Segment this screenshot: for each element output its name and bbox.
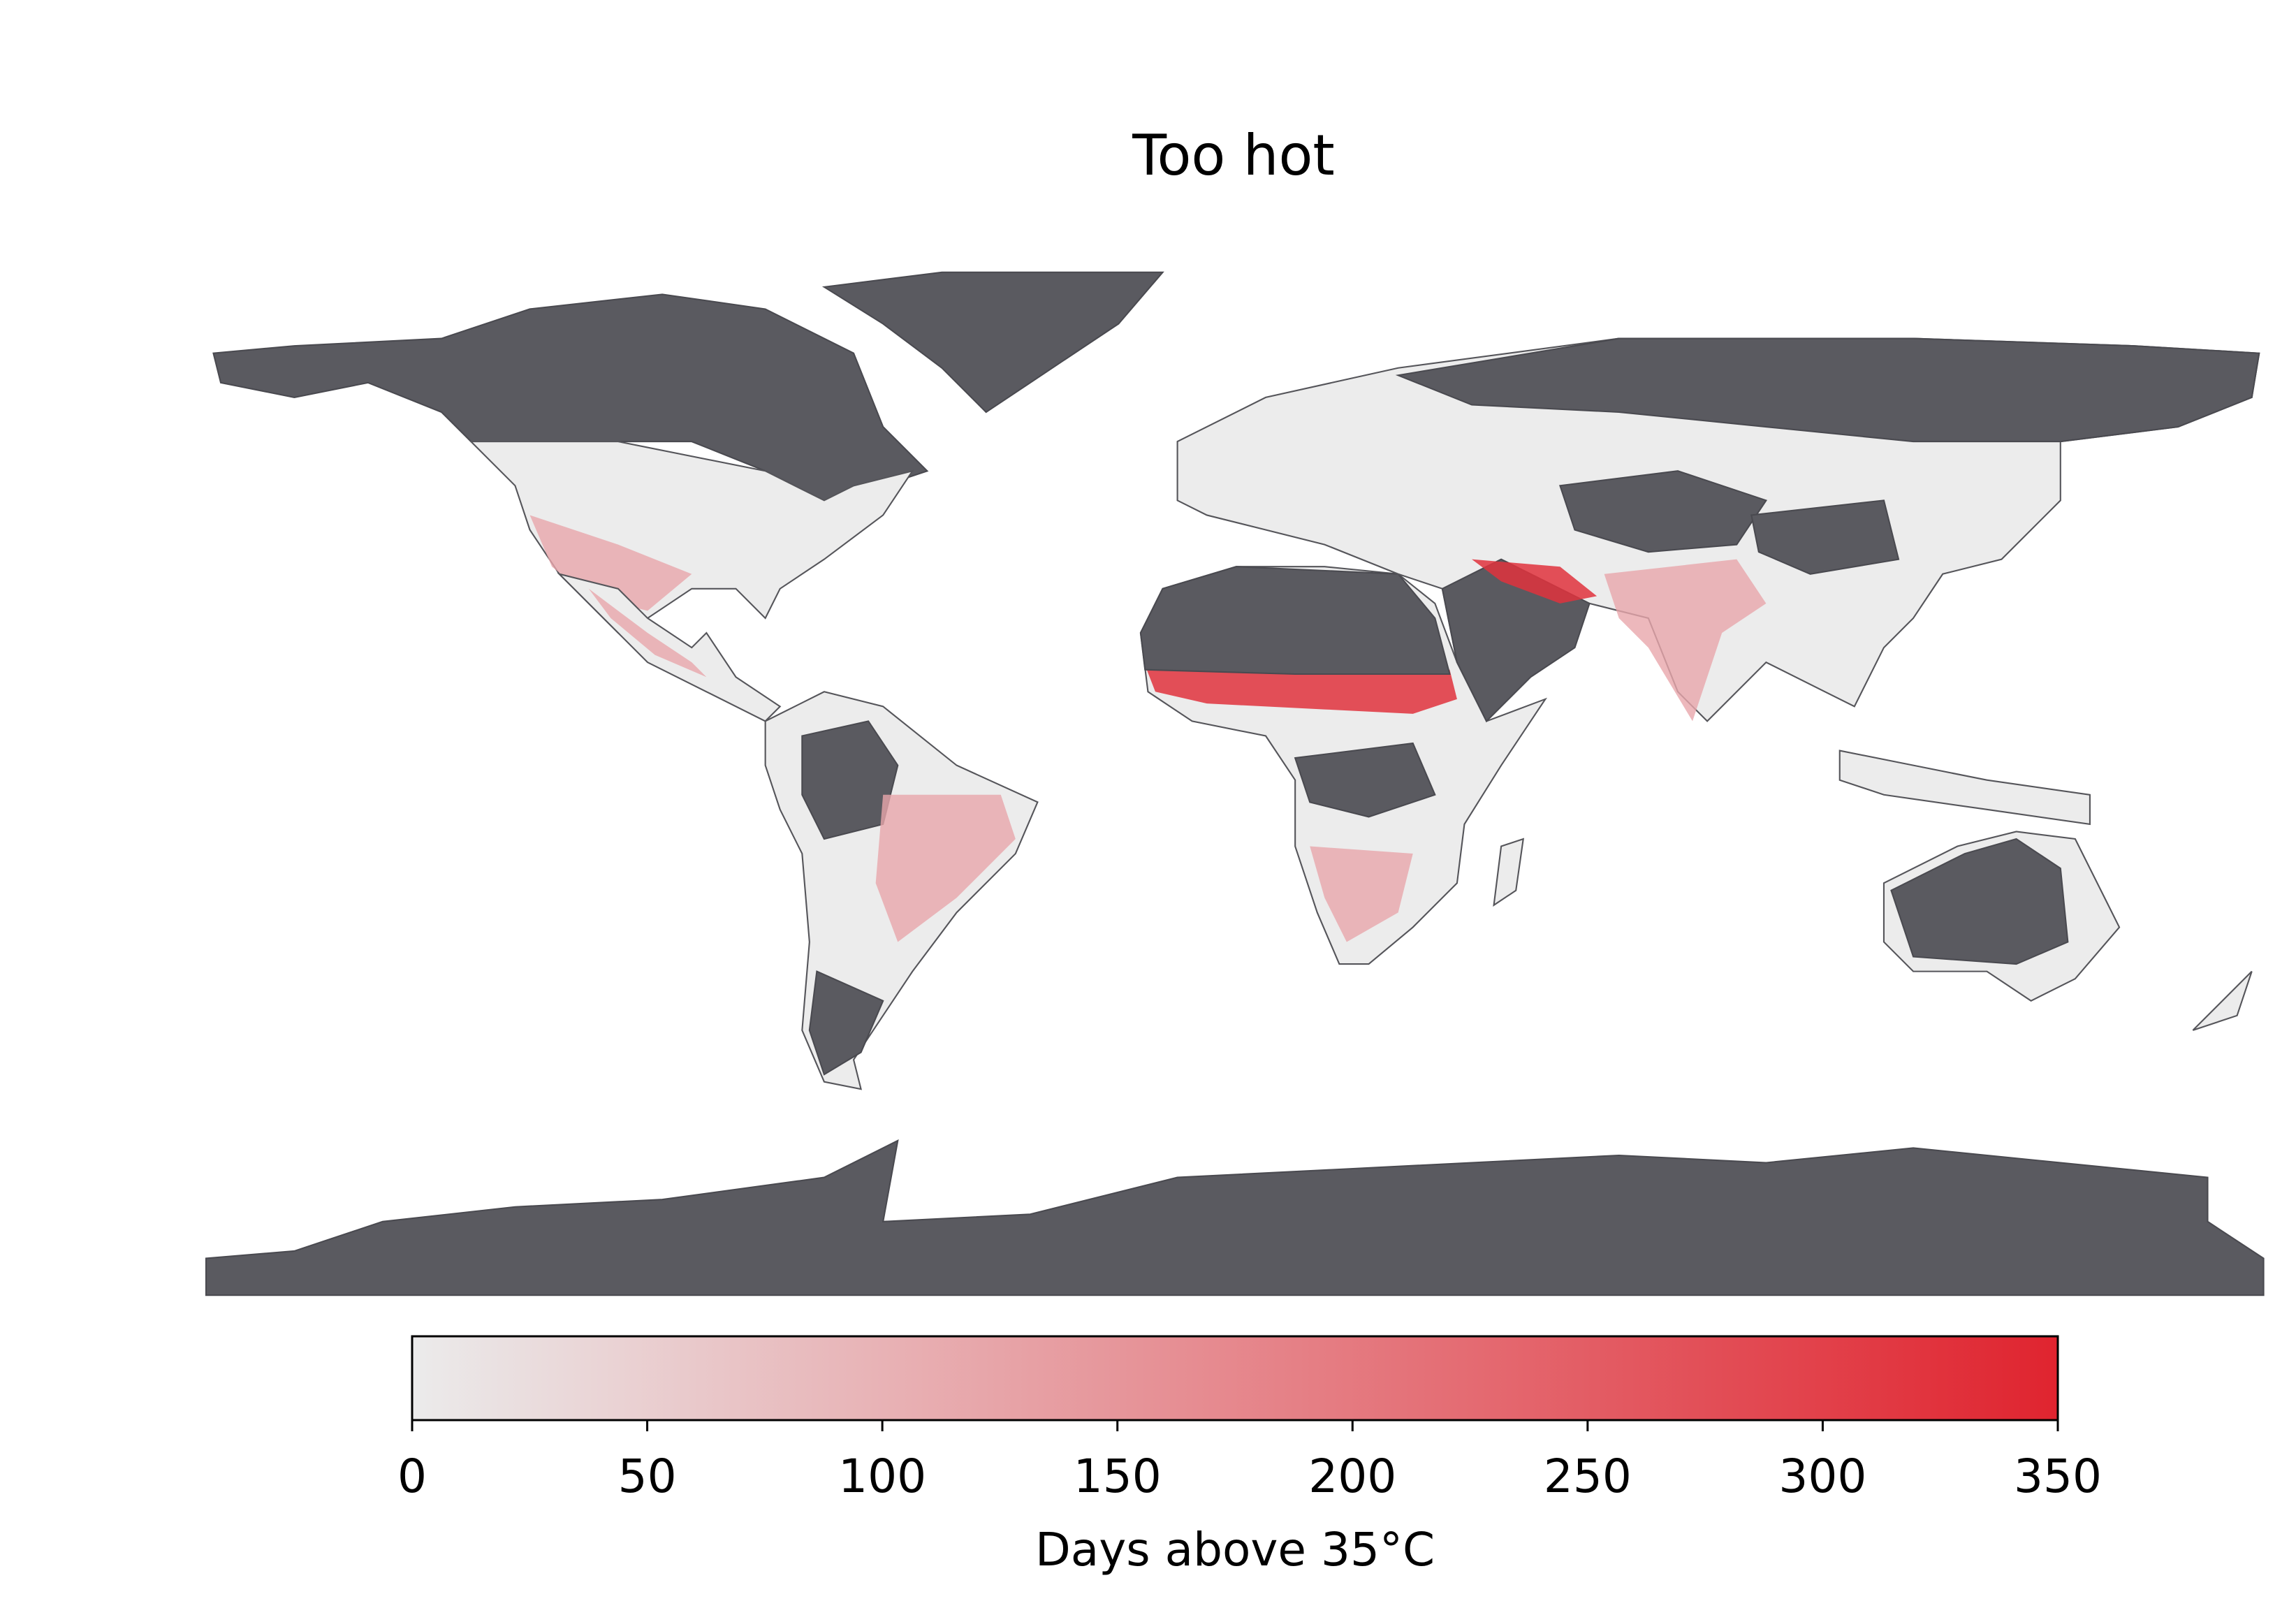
sahara (1139, 566, 1451, 675)
tick-label: 250 (1544, 1449, 1632, 1503)
world-map (205, 271, 2265, 1296)
brazil-heat (875, 794, 1016, 942)
greenland (821, 271, 1164, 414)
colorbar-label: Days above 35°C (1035, 1523, 1435, 1577)
patagonia (808, 970, 884, 1076)
tick-label: 150 (1074, 1449, 1162, 1503)
siberia (1395, 337, 2260, 443)
colorbar (411, 1335, 2059, 1422)
india-heat (1604, 559, 1767, 722)
maritime-asia (1838, 750, 2091, 826)
tick-label: 50 (618, 1449, 677, 1503)
sahel-heat (1145, 665, 1457, 714)
gulf-heat (1472, 559, 1597, 604)
map-title: Too hot (1132, 123, 1335, 188)
central-asia (1559, 470, 1768, 553)
new-zealand (2192, 970, 2253, 1031)
tick-label: 300 (1778, 1449, 1866, 1503)
congo (1294, 742, 1436, 818)
colorbar-ticks: 0 50 100 150 200 250 300 350 (397, 1420, 2102, 1503)
southern-africa-heat (1310, 846, 1413, 942)
antarctica (205, 1139, 2265, 1296)
tick-label: 100 (838, 1449, 926, 1503)
tick-label: 0 (397, 1449, 427, 1503)
madagascar (1493, 838, 1525, 907)
us-southwest-heat (529, 515, 692, 611)
tick-label: 350 (2014, 1449, 2102, 1503)
tick-label: 200 (1308, 1449, 1396, 1503)
australia-interior (1890, 838, 2069, 965)
tibet (1750, 499, 1900, 575)
